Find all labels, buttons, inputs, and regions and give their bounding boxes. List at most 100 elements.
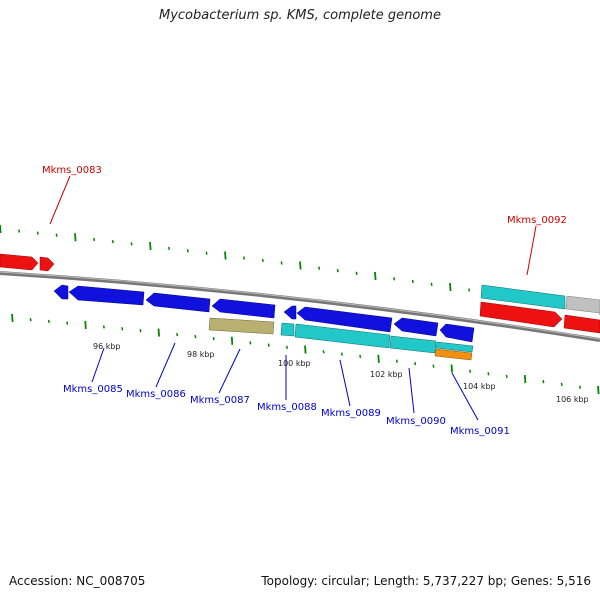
genome-backbone-highlight <box>0 271 600 340</box>
leader-mkms-0092 <box>526 225 537 276</box>
inner-tick-mark <box>523 374 527 384</box>
gene-feature-red-right[interactable] <box>563 314 600 334</box>
inner-tick-mark <box>487 372 490 376</box>
leader-mkms-0086 <box>155 342 176 388</box>
inner-tick-mark <box>432 364 435 368</box>
kbp-label-100: 100 kbp <box>278 359 311 368</box>
kbp-label-102: 102 kbp <box>370 370 403 379</box>
kbp-label-106: 106 kbp <box>556 395 589 404</box>
inner-tick-mark <box>322 350 325 354</box>
gene-label-mkms-0083[interactable]: Mkms_0083 <box>42 165 102 176</box>
genome-backbone <box>0 271 600 342</box>
gene-label-mkms-0090[interactable]: Mkms_0090 <box>386 416 446 427</box>
gene-label-mkms-0085[interactable]: Mkms_0085 <box>63 384 123 395</box>
kbp-label-96: 96 kbp <box>93 342 121 351</box>
outer-tick-mark <box>224 251 227 260</box>
inner-tick-mark <box>29 318 32 322</box>
inner-tick-mark <box>597 385 600 395</box>
outer-tick-mark <box>243 256 246 260</box>
gene-feature-small-red[interactable] <box>39 256 55 272</box>
inner-tick-mark <box>450 364 453 373</box>
gene-label-mkms-0089[interactable]: Mkms_0089 <box>321 408 381 419</box>
outer-tick-mark <box>468 288 471 292</box>
gene-label-mkms-0092[interactable]: Mkms_0092 <box>507 215 567 226</box>
outer-tick-mark <box>74 233 77 242</box>
inner-tick-mark <box>340 352 343 356</box>
gene-feature-cyan-long[interactable] <box>294 323 391 349</box>
inner-tick-mark <box>304 345 307 354</box>
outer-tick-mark <box>261 258 264 263</box>
inner-tick-mark <box>469 369 472 373</box>
outer-tick-mark <box>93 237 96 242</box>
gene-label-mkms-0088[interactable]: Mkms_0088 <box>257 402 317 413</box>
gene-feature-mkms-0082[interactable] <box>0 253 39 271</box>
outer-tick-mark <box>280 261 283 265</box>
gene-feature-cyan-right[interactable] <box>480 284 566 310</box>
accession-label: Accession: NC_008705 <box>9 574 146 588</box>
inner-tick-mark <box>359 354 362 359</box>
outer-tick-mark <box>36 231 39 235</box>
leader-mkms-0091 <box>451 372 479 421</box>
gene-feature-cyan-small[interactable] <box>280 322 295 337</box>
inner-ticks <box>11 313 600 395</box>
outer-tick-mark <box>149 242 152 251</box>
gene-label-mkms-0087[interactable]: Mkms_0087 <box>190 395 250 406</box>
inner-tick-mark <box>139 329 142 333</box>
outer-tick-mark <box>449 283 452 292</box>
gene-feature-orange[interactable] <box>434 348 473 361</box>
outer-tick-mark <box>355 271 358 275</box>
gene-feature-mkms-0089[interactable] <box>296 306 393 333</box>
gene-label-mkms-0091[interactable]: Mkms_0091 <box>450 426 510 437</box>
gene-feature-mkms-0092[interactable] <box>479 301 563 328</box>
inner-tick-mark <box>194 334 197 339</box>
outer-tick-mark <box>130 242 133 246</box>
inner-tick-mark <box>578 385 582 389</box>
inner-tick-mark <box>176 332 179 337</box>
inner-tick-mark <box>377 354 380 363</box>
leader-mkms-0090 <box>408 367 415 414</box>
inner-tick-mark <box>84 320 87 330</box>
inner-tick-mark <box>11 313 14 323</box>
inner-tick-mark <box>249 341 252 345</box>
inner-tick-mark <box>560 382 563 387</box>
gene-feature-mkms-0087[interactable] <box>211 298 276 319</box>
inner-tick-mark <box>47 319 50 324</box>
outer-tick-mark <box>430 282 433 286</box>
outer-tick-mark <box>336 269 339 273</box>
gene-feature-mkms-0086[interactable] <box>68 285 145 306</box>
gene-feature-olive[interactable] <box>208 317 275 335</box>
outer-tick-mark <box>186 249 189 253</box>
inner-tick-mark <box>102 325 105 329</box>
map-title: Mycobacterium sp. KMS, complete genome <box>159 8 441 23</box>
gene-feature-mkms-0088-small[interactable] <box>283 305 297 320</box>
gene-feature-cyan-mid[interactable] <box>389 335 437 354</box>
outer-tick-mark <box>299 261 302 270</box>
gene-feature-cyan-end[interactable] <box>435 341 474 353</box>
gene-feature-mkms-0085[interactable] <box>53 284 69 300</box>
inner-tick-mark <box>542 380 545 384</box>
inner-tick-mark <box>121 327 124 331</box>
outer-tick-mark <box>111 239 114 244</box>
genome-summary: Topology: circular; Length: 5,737,227 bp… <box>261 574 591 588</box>
leader-mkms-0087 <box>218 348 241 394</box>
outer-tick-mark <box>318 266 321 270</box>
inner-tick-mark <box>230 336 234 345</box>
inner-tick-mark <box>395 359 398 363</box>
leader-mkms-0083 <box>49 175 71 225</box>
gene-feature-mkms-0091[interactable] <box>439 323 475 343</box>
gene-label-mkms-0086[interactable]: Mkms_0086 <box>126 389 186 400</box>
inner-tick-mark <box>414 361 417 366</box>
gene-feature-mkms-0086b[interactable] <box>145 292 211 313</box>
inner-tick-mark <box>157 328 160 337</box>
leader-mkms-0089 <box>339 359 351 407</box>
outer-tick-mark <box>374 271 377 281</box>
kbp-label-104: 104 kbp <box>463 382 496 391</box>
outer-tick-mark <box>18 229 21 233</box>
inner-tick-mark <box>267 343 270 347</box>
outer-tick-mark <box>0 224 2 234</box>
inner-tick-mark <box>285 345 289 349</box>
gene-feature-mkms-0090[interactable] <box>393 317 439 337</box>
leader-mkms-0085 <box>91 347 105 383</box>
gene-feature-grey-right[interactable] <box>565 295 600 314</box>
